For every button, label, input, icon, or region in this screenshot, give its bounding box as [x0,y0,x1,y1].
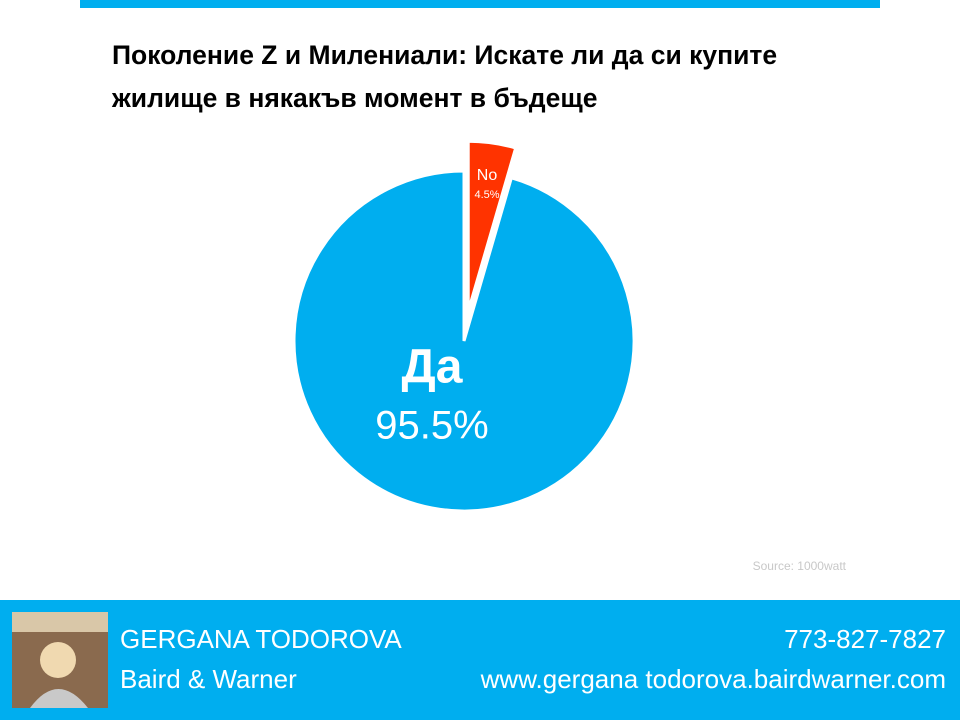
slice-value-label: 95.5% [375,404,488,448]
agent-phone: 773-827-7827 [784,624,946,654]
agent-company: Baird & Warner [120,664,297,694]
pie-slice [292,169,636,513]
slice-category-label: No [477,167,498,184]
footer-bar [0,600,960,720]
agent-website: www.gergana todorova.bairdwarner.com [480,664,946,694]
agent-name: GERGANA TODOROVA [120,624,402,654]
chart-title: Поколение Z и Милениали: Искате ли да си… [112,40,778,113]
slice-value-label: 4.5% [474,189,499,201]
top-bar [80,0,880,8]
pie-slice [466,139,518,312]
slice-category-label: Да [402,341,463,394]
agent-photo [12,612,108,708]
source: Source: 1000watt [753,559,847,573]
